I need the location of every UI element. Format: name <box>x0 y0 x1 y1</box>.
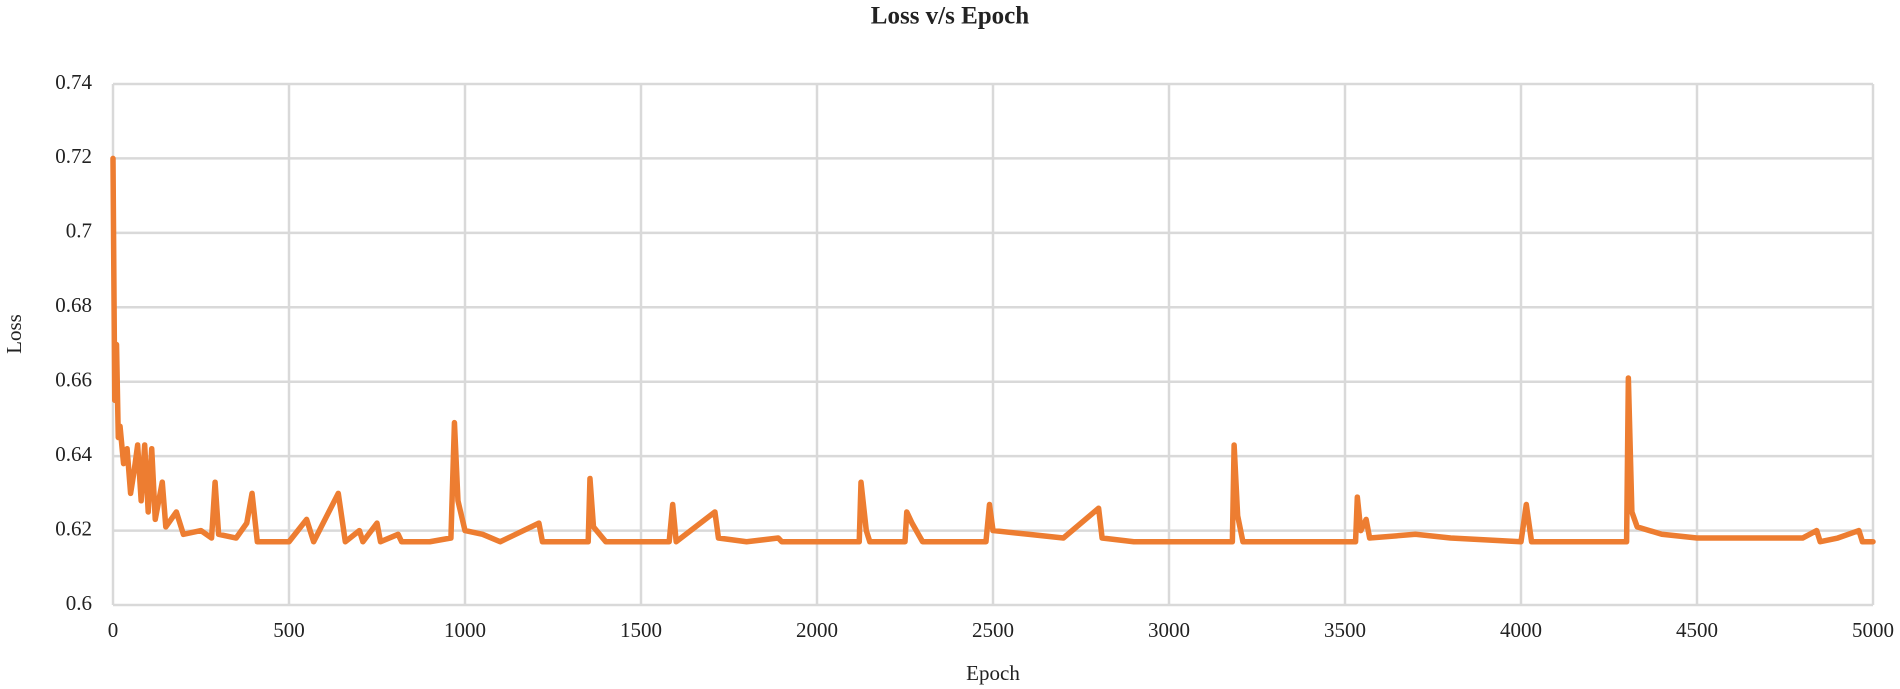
y-tick-label: 0.7 <box>66 219 92 243</box>
y-tick-label: 0.6 <box>66 591 92 615</box>
y-tick-label: 0.66 <box>55 368 92 392</box>
x-tick-label: 2000 <box>796 618 838 642</box>
x-tick-label: 3500 <box>1324 618 1366 642</box>
x-tick-label: 4500 <box>1676 618 1718 642</box>
x-tick-label: 1500 <box>620 618 662 642</box>
y-tick-label: 0.68 <box>55 293 92 317</box>
x-tick-label: 0 <box>108 618 119 642</box>
y-axis-label: Loss <box>2 314 26 354</box>
loss-line <box>110 155 1876 545</box>
x-tick-label: 5000 <box>1852 618 1894 642</box>
x-tick-label: 500 <box>273 618 305 642</box>
x-tick-label: 3000 <box>1148 618 1190 642</box>
x-tick-label: 2500 <box>972 618 1014 642</box>
y-tick-label: 0.74 <box>55 70 92 94</box>
chart-title: Loss v/s Epoch <box>871 3 1029 30</box>
y-tick-label: 0.64 <box>55 442 92 466</box>
x-axis-label: Epoch <box>966 661 1020 685</box>
y-tick-label: 0.62 <box>55 516 92 540</box>
x-tick-label: 1000 <box>444 618 486 642</box>
x-tick-label: 4000 <box>1500 618 1542 642</box>
y-tick-label: 0.72 <box>55 144 92 168</box>
